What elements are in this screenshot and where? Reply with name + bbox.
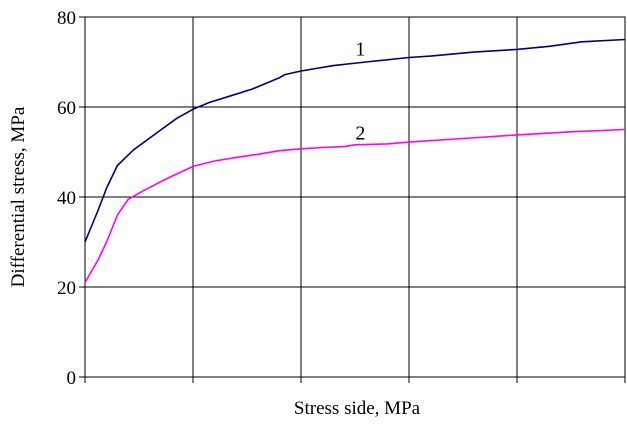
x-axis-label: Stress side, MPa	[294, 398, 421, 419]
grid-lines	[85, 16, 626, 377]
y-tick-label: 40	[57, 188, 76, 209]
y-tick-label: 0	[67, 368, 77, 389]
y-axis-label: Differential stress, MPa	[8, 106, 29, 287]
curve-label-1: 1	[355, 38, 365, 60]
series-lines	[84, 38, 626, 283]
y-tick-label: 20	[57, 278, 76, 299]
curve-label-2: 2	[355, 122, 365, 144]
series-line-1	[84, 38, 626, 243]
series-line-2	[84, 128, 626, 283]
labels: 12	[355, 38, 365, 144]
axes: 0 20 40 60 80	[57, 8, 626, 389]
y-tick-label: 60	[57, 98, 76, 119]
y-tick-label: 80	[57, 8, 76, 29]
